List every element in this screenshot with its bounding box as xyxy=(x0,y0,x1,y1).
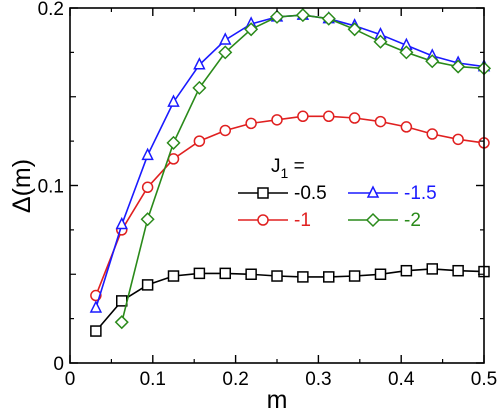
data-point xyxy=(452,264,464,277)
y-tick-label: 0.2 xyxy=(38,0,64,20)
legend-label: -2 xyxy=(404,210,421,231)
x-axis-label: m xyxy=(267,386,288,414)
data-point xyxy=(192,80,207,95)
data-point xyxy=(89,300,103,313)
data-point xyxy=(374,115,387,128)
data-point xyxy=(348,112,361,124)
data-point xyxy=(141,147,154,161)
series-line xyxy=(95,115,485,296)
data-point xyxy=(323,271,335,283)
series--1 xyxy=(90,110,490,302)
x-tick-label: 0.5 xyxy=(471,369,497,390)
data-point xyxy=(399,45,414,60)
data-point xyxy=(193,57,206,70)
data-point xyxy=(245,117,257,130)
data-point xyxy=(323,110,335,123)
data-point xyxy=(297,110,309,123)
legend-title-subscript: 1 xyxy=(281,165,289,181)
data-point xyxy=(114,315,129,330)
legend-label: -1.5 xyxy=(404,183,437,204)
data-point xyxy=(141,279,154,291)
legend-entry: -0.5 xyxy=(238,183,327,204)
data-point xyxy=(140,212,155,227)
data-point xyxy=(167,94,180,107)
data-point xyxy=(244,22,259,37)
x-tick-label: 0 xyxy=(65,369,76,390)
x-tick-label: 0.2 xyxy=(222,369,248,390)
data-point xyxy=(321,11,336,26)
data-point xyxy=(218,45,233,60)
legend: J1 = -0.5 -1 -1.5 -2 xyxy=(238,156,437,231)
legend-entry: -2 xyxy=(348,210,421,231)
data-point xyxy=(90,325,102,337)
data-point xyxy=(374,268,387,280)
legend-title: J1 = xyxy=(271,156,305,181)
data-point xyxy=(166,135,181,150)
data-point xyxy=(426,263,438,275)
x-tick-label: 0.3 xyxy=(305,369,331,390)
legend-marker xyxy=(366,185,380,198)
legend-label: -1 xyxy=(294,210,311,231)
data-point xyxy=(297,271,309,283)
data-point xyxy=(167,270,180,282)
data-point xyxy=(219,124,231,137)
data-point xyxy=(116,295,128,307)
data-point xyxy=(245,268,257,280)
data-point xyxy=(219,267,231,280)
y-axis-label: Δ(m) xyxy=(8,159,36,213)
data-point xyxy=(269,9,285,24)
data-point xyxy=(271,270,283,282)
y-tick-label: 0 xyxy=(53,354,64,375)
x-tick-label: 0.4 xyxy=(388,369,415,390)
data-point xyxy=(451,59,466,74)
data-point xyxy=(400,121,413,133)
data-point xyxy=(400,264,413,277)
legend-entry: -1 xyxy=(238,210,311,231)
data-point xyxy=(271,114,283,126)
legend-title-suffix: = xyxy=(288,156,304,177)
data-point xyxy=(426,128,438,140)
series--0.5 xyxy=(90,263,490,337)
data-point xyxy=(193,135,206,147)
legend-marker xyxy=(365,212,381,228)
y-tick-label: 0.1 xyxy=(38,177,64,198)
data-point xyxy=(141,181,154,194)
data-point xyxy=(348,270,361,282)
legend-marker xyxy=(257,214,269,226)
legend-title-symbol: J xyxy=(271,156,281,177)
legend-label: -0.5 xyxy=(294,183,327,204)
data-point xyxy=(115,216,128,230)
legend-marker xyxy=(257,187,269,199)
data-point xyxy=(373,34,388,49)
x-tick-label: 0.1 xyxy=(140,369,166,390)
data-point xyxy=(295,8,310,23)
data-point xyxy=(347,22,362,37)
legend-entry: -1.5 xyxy=(348,183,437,204)
data-point xyxy=(452,133,464,146)
data-point xyxy=(425,54,440,69)
series-line xyxy=(95,268,485,332)
data-point xyxy=(219,32,232,45)
data-point xyxy=(193,267,206,280)
series--2 xyxy=(114,8,492,330)
